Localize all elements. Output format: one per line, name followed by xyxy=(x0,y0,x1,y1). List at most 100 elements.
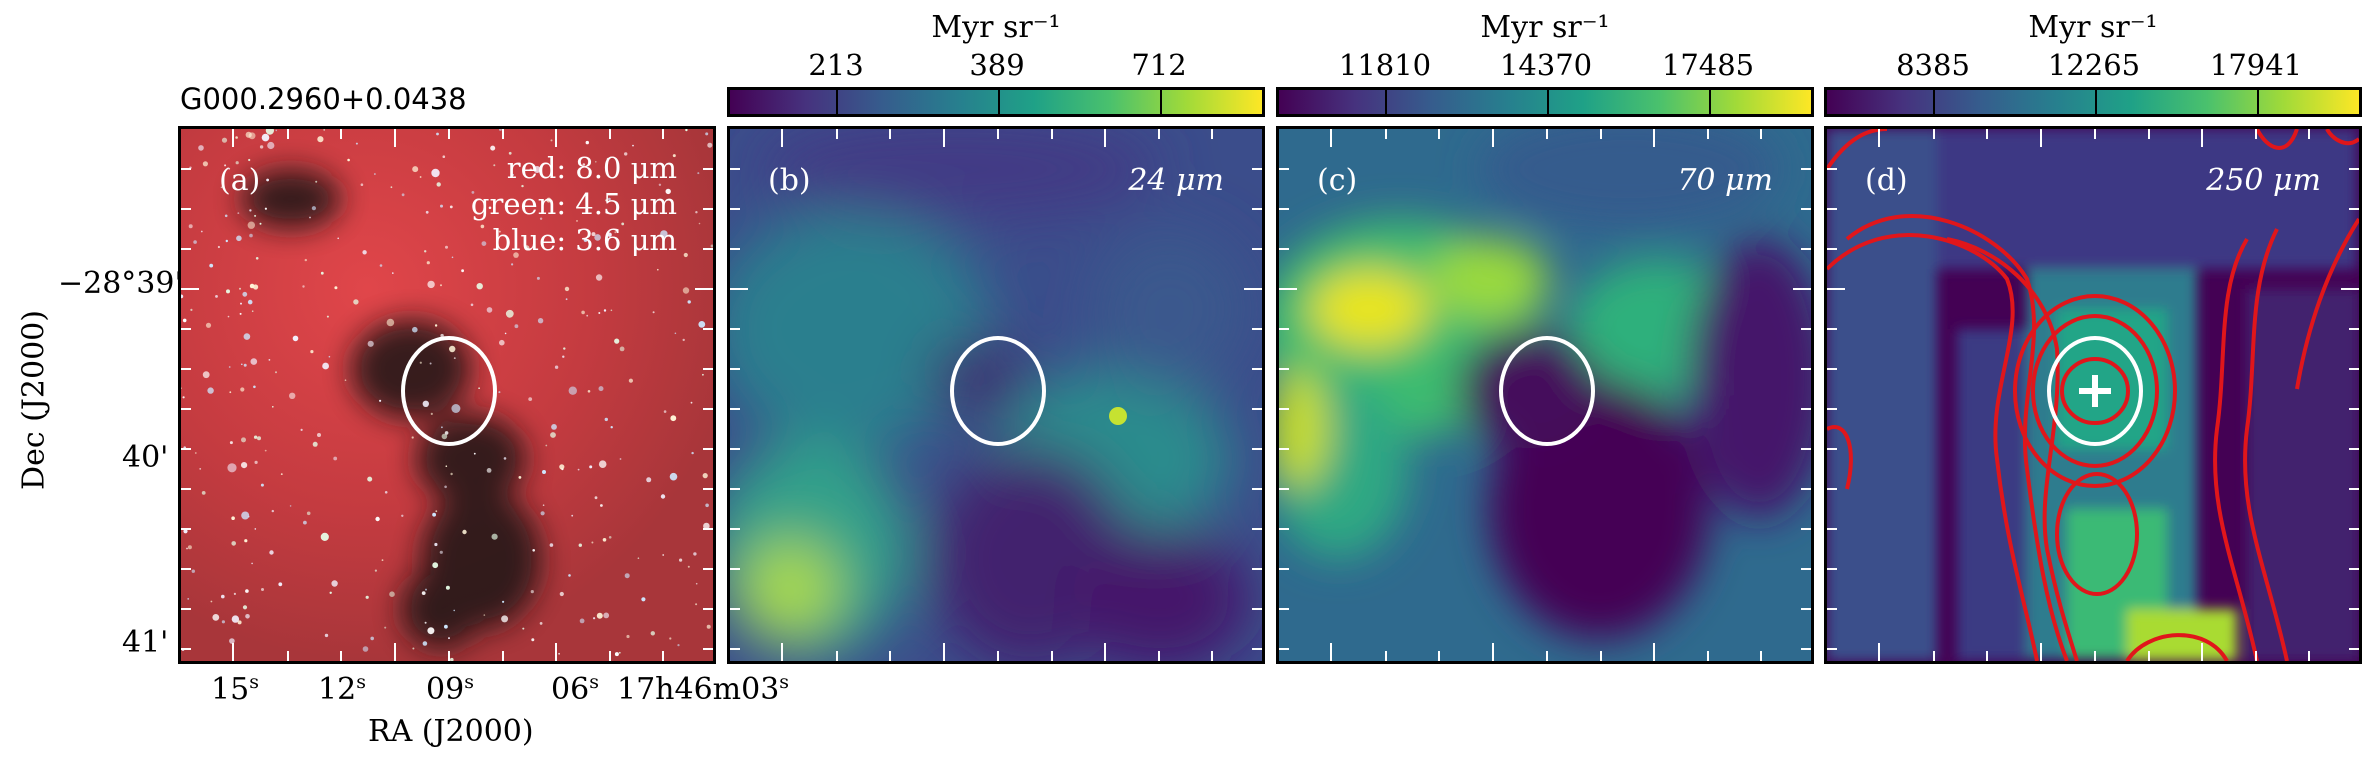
star xyxy=(660,494,666,499)
70um-map xyxy=(1279,129,1811,661)
star xyxy=(610,309,613,312)
star xyxy=(505,309,514,318)
star xyxy=(498,391,501,394)
star xyxy=(207,387,214,394)
star xyxy=(432,512,436,517)
colorbar-tick-b-2: 389 xyxy=(969,48,1025,82)
contour-lines xyxy=(1827,129,2359,661)
star xyxy=(594,496,598,500)
colorbar-unit-b: Myr sr⁻¹ xyxy=(931,10,1061,45)
star xyxy=(245,589,249,593)
star xyxy=(682,287,690,294)
wavelength-label-d: 250 μm xyxy=(2206,163,2321,198)
star xyxy=(210,600,213,603)
star xyxy=(365,595,369,599)
star xyxy=(237,212,240,214)
colorbar-d xyxy=(1824,87,2362,117)
star xyxy=(242,605,248,610)
star xyxy=(221,620,225,624)
star xyxy=(227,463,237,473)
star xyxy=(451,256,454,259)
star xyxy=(259,222,262,225)
star xyxy=(607,232,612,237)
star xyxy=(229,391,232,394)
star xyxy=(425,588,427,591)
star xyxy=(243,363,247,367)
star xyxy=(499,339,505,346)
star xyxy=(577,468,580,471)
star xyxy=(289,505,292,507)
star xyxy=(674,332,677,335)
star xyxy=(559,591,564,597)
star xyxy=(591,541,594,544)
star xyxy=(191,569,195,573)
star xyxy=(576,220,578,222)
star xyxy=(685,129,688,132)
colorbar-tick-d-2: 12265 xyxy=(2047,48,2141,82)
star xyxy=(249,283,255,289)
star xyxy=(389,591,395,597)
star xyxy=(499,129,502,131)
star xyxy=(605,199,608,202)
source-ellipse xyxy=(401,336,497,446)
star xyxy=(658,183,662,186)
star xyxy=(480,224,485,229)
star xyxy=(608,197,611,201)
panel-label-c: (c) xyxy=(1317,163,1358,198)
star xyxy=(568,386,577,395)
star xyxy=(632,144,634,147)
star xyxy=(386,318,395,327)
star xyxy=(367,476,373,482)
star xyxy=(710,244,713,248)
star xyxy=(244,539,248,543)
star xyxy=(221,594,225,599)
panel-a-rgb-image: (a) red: 8.0 μm green: 4.5 μm blue: 3.6 … xyxy=(178,126,716,664)
star xyxy=(542,470,546,474)
star xyxy=(326,315,329,318)
star xyxy=(245,614,250,619)
star xyxy=(462,529,467,535)
star xyxy=(637,557,640,559)
ytick-1: −28°39' xyxy=(58,266,183,301)
star xyxy=(427,627,435,635)
star xyxy=(512,173,514,176)
star xyxy=(434,324,438,327)
star xyxy=(550,432,556,438)
star xyxy=(621,222,625,226)
star xyxy=(705,503,709,508)
star xyxy=(353,299,359,305)
star xyxy=(261,133,270,142)
star xyxy=(228,366,231,368)
star xyxy=(546,197,552,203)
star xyxy=(450,657,454,661)
star xyxy=(215,295,218,298)
star xyxy=(306,511,311,516)
star xyxy=(190,308,193,311)
star xyxy=(581,310,585,315)
star xyxy=(539,217,543,220)
star xyxy=(488,206,492,210)
star xyxy=(194,452,197,454)
star xyxy=(491,533,498,540)
star xyxy=(585,140,589,145)
star xyxy=(200,230,203,233)
star xyxy=(241,511,250,520)
star xyxy=(677,644,680,647)
channel-red-label: red: 8.0 μm xyxy=(506,151,677,185)
star xyxy=(390,186,393,189)
star xyxy=(533,166,541,173)
colorbar-tick-c-1: 11810 xyxy=(1338,48,1432,82)
star xyxy=(594,234,601,241)
star xyxy=(320,271,324,275)
star xyxy=(331,580,338,587)
star xyxy=(695,603,698,606)
star xyxy=(421,591,426,595)
star xyxy=(220,186,223,189)
star xyxy=(268,359,271,361)
star xyxy=(303,520,307,525)
star xyxy=(695,211,698,214)
star xyxy=(619,346,625,352)
star xyxy=(511,263,514,266)
star xyxy=(450,472,453,476)
star xyxy=(441,433,448,440)
